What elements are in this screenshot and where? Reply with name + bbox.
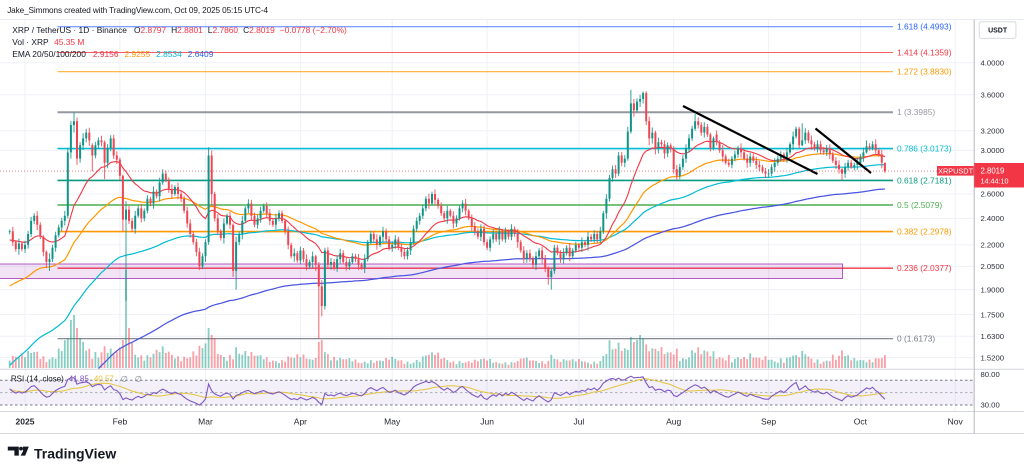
svg-text:Oct: Oct [854,417,868,427]
svg-text:Jul: Jul [573,417,584,427]
svg-text:0.786 (3.0173): 0.786 (3.0173) [897,144,952,154]
svg-text:TradingView: TradingView [34,446,116,462]
svg-text:2.4000: 2.4000 [981,214,1005,223]
svg-text:0.618 (2.7181): 0.618 (2.7181) [897,175,952,185]
svg-text:Apr: Apr [294,417,307,427]
svg-text:3.0000: 3.0000 [981,146,1005,155]
svg-text:Sep: Sep [761,417,776,427]
svg-text:4.0000: 4.0000 [981,58,1005,67]
svg-text:1 (3.3985): 1 (3.3985) [897,107,935,117]
svg-text:1.5200: 1.5200 [981,353,1005,362]
svg-text:3.6000: 3.6000 [981,91,1005,100]
svg-text:14:44:10: 14:44:10 [981,176,1009,185]
svg-text:Aug: Aug [666,417,681,427]
svg-text:1.272 (3.8830): 1.272 (3.8830) [897,67,952,77]
svg-text:80.00: 80.00 [981,370,1000,379]
svg-text:Jake_Simmons created with Trad: Jake_Simmons created with TradingView.co… [7,6,268,15]
svg-text:2025: 2025 [16,417,35,427]
svg-text:Mar: Mar [198,417,213,427]
svg-text:0 (1.6173): 0 (1.6173) [897,334,935,344]
svg-text:Feb: Feb [113,417,128,427]
svg-text:Jun: Jun [480,417,494,427]
svg-text:1.7500: 1.7500 [981,310,1005,319]
svg-text:1.9000: 1.9000 [981,285,1005,294]
svg-text:Nov: Nov [948,417,964,427]
svg-text:1.414 (4.1359): 1.414 (4.1359) [897,47,952,57]
svg-text:2.8019: 2.8019 [981,167,1005,176]
svg-text:3.2000: 3.2000 [981,126,1005,135]
svg-text:USDT: USDT [988,28,1008,35]
svg-text:0.236 (2.0377): 0.236 (2.0377) [897,263,952,273]
svg-text:0.5 (2.5079): 0.5 (2.5079) [897,200,942,210]
svg-text:XRPUSDT: XRPUSDT [938,166,973,175]
svg-text:1.6300: 1.6300 [981,332,1005,341]
svg-text:2.2000: 2.2000 [981,241,1005,250]
svg-text:2.6000: 2.6000 [981,190,1005,199]
svg-text:2.0500: 2.0500 [981,262,1005,271]
svg-text:May: May [384,417,401,427]
svg-text:0.382 (2.2978): 0.382 (2.2978) [897,227,952,237]
svg-text:30.00: 30.00 [981,401,1000,410]
svg-text:1.618 (4.4993): 1.618 (4.4993) [897,22,952,32]
